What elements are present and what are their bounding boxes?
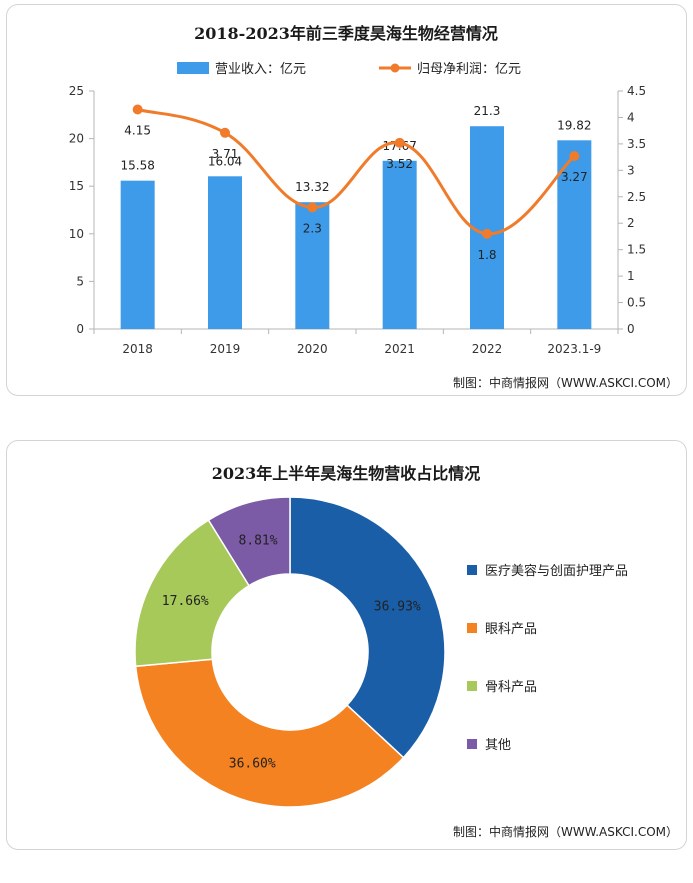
y-tick-label-right: 0.5	[627, 296, 646, 310]
y-tick-label-left: 10	[69, 227, 84, 241]
y-tick-label-right: 3	[627, 163, 635, 177]
legend: 营业收入：亿元 归母净利润：亿元	[177, 62, 521, 77]
slice-percent-label: 36.60%	[229, 757, 276, 772]
y-tick-label-right: 1	[627, 269, 635, 283]
profit-point	[569, 151, 580, 162]
legend-marker-profit	[390, 63, 400, 73]
bar-revenue	[208, 176, 242, 329]
bar-value-label: 13.32	[295, 180, 329, 194]
y-tick-label-left: 0	[76, 322, 84, 336]
y-tick-label-right: 4	[627, 110, 635, 124]
bar-revenue	[557, 140, 592, 329]
profit-line	[137, 108, 576, 236]
y-tick-label-right: 2	[627, 216, 635, 230]
donut-slice	[134, 658, 405, 808]
donut-slice	[289, 496, 446, 759]
profit-value-label: 1.8	[477, 248, 496, 262]
chart-title: 2018-2023年前三季度昊海生物经营情况	[194, 24, 498, 43]
donut-chart: 2023年上半年昊海生物营收占比情况 36.93% 36.60% 17.66% 8.81…	[134, 464, 678, 839]
legend-label-revenue: 营业收入：亿元	[215, 62, 306, 77]
profit-value-label: 3.71	[212, 147, 239, 161]
bar-value-label: 15.58	[120, 159, 154, 173]
legend-label-profit: 归母净利润：亿元	[417, 62, 521, 77]
bar-value-label: 21.3	[474, 104, 501, 118]
legend-label: 骨科产品	[485, 680, 537, 695]
legend-label: 医疗美容与创面护理产品	[485, 563, 628, 579]
x-tick-label: 2022	[472, 342, 503, 356]
x-tick-label: 2019	[210, 342, 241, 356]
source-note: 制图：中商情报网（WWW.ASKCI.COM）	[453, 824, 678, 839]
y-tick-label-right: 1.5	[627, 243, 646, 257]
bar-revenue	[295, 202, 330, 329]
slice-percent-label: 17.66%	[162, 594, 209, 609]
bar-value-label: 16.04	[208, 154, 242, 168]
x-tick-label: 2021	[384, 342, 415, 356]
source-note: 制图：中商情报网（WWW.ASKCI.COM）	[453, 375, 678, 390]
donut-chart-panel: 2023年上半年昊海生物营收占比情况 36.93% 36.60% 17.66% 8.81…	[6, 440, 687, 850]
profit-value-label: 3.27	[561, 170, 588, 184]
combo-chart-panel: 2018-2023年前三季度昊海生物经营情况营业收入：亿元 归母净利润：亿元 0 5 1…	[6, 4, 687, 396]
y-tick-label-right: 0	[627, 322, 635, 336]
profit-point	[394, 137, 405, 148]
chart-title: 2023年上半年昊海生物营收占比情况	[212, 464, 481, 483]
profit-point	[307, 202, 318, 213]
profit-value-label: 4.15	[124, 124, 151, 138]
legend-label: 眼科产品	[485, 622, 537, 637]
legend-swatch	[467, 739, 477, 749]
profit-point	[482, 228, 492, 239]
bar-revenue	[120, 180, 155, 329]
x-tick-label: 2018	[122, 342, 153, 356]
legend-swatch	[467, 565, 477, 575]
donut-slice	[134, 519, 251, 668]
bar-value-label: 19.82	[557, 118, 591, 132]
y-tick-label-right: 4.5	[627, 84, 646, 98]
y-tick-label-right: 3.5	[627, 137, 646, 151]
bar-revenue	[470, 126, 504, 329]
x-tick-label: 2020	[297, 342, 328, 356]
y-tick-label-left: 5	[76, 274, 84, 288]
bar-revenue	[382, 160, 417, 329]
profit-point	[220, 127, 230, 138]
slice-percent-label: 36.93%	[374, 599, 421, 614]
y-tick-label-left: 15	[69, 179, 84, 193]
profit-point	[132, 104, 143, 115]
legend-swatch-revenue	[177, 62, 209, 74]
slice-percent-label: 8.81%	[238, 533, 277, 548]
x-tick-label: 2023.1-9	[547, 342, 601, 356]
y-tick-label-left: 25	[69, 84, 84, 98]
profit-value-label: 2.3	[303, 221, 322, 235]
legend-swatch	[467, 681, 477, 691]
y-tick-label-left: 20	[69, 132, 84, 146]
y-tick-label-right: 2.5	[627, 190, 646, 204]
legend-swatch	[467, 623, 477, 633]
legend-label: 其他	[485, 738, 511, 753]
profit-value-label: 3.52	[386, 157, 413, 171]
donut-slice	[207, 496, 291, 587]
